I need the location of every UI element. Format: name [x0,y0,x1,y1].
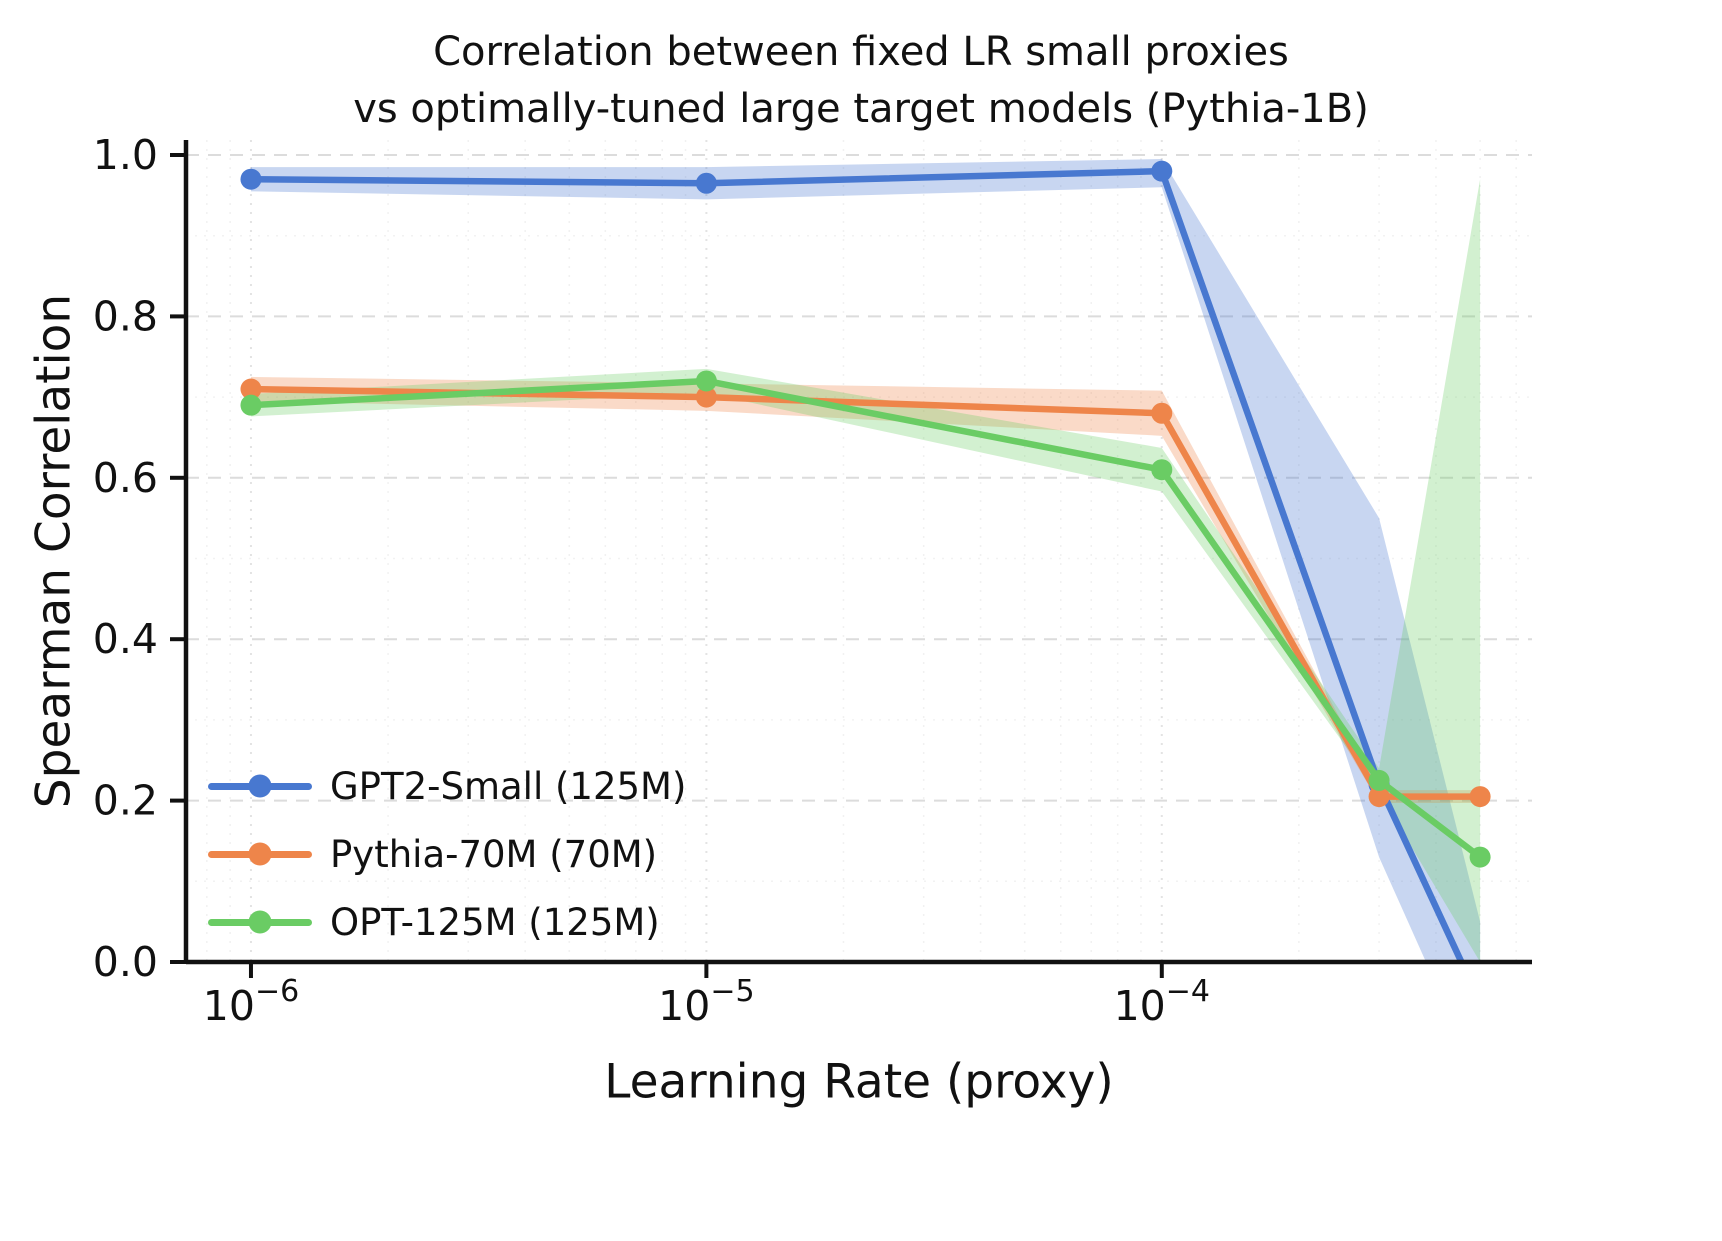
series-marker-pythia-70m-70m [1151,402,1173,424]
chart-title-line-1: Correlation between fixed LR small proxi… [433,29,1289,75]
x-axis-label: Learning Rate (proxy) [604,1054,1114,1110]
series-marker-opt-125m-125m [1368,769,1390,791]
series-marker-opt-125m-125m [1151,459,1173,481]
chart-title: Correlation between fixed LR small proxi… [0,24,1722,138]
grid [186,140,1532,962]
x-tick-label: 10−6 [203,974,299,1030]
series-marker-opt-125m-125m [1469,846,1491,868]
series-marker-opt-125m-125m [240,394,262,416]
legend-dot-icon [248,774,272,798]
y-tick-label: 0.6 [93,454,158,502]
series-marker-pythia-70m-70m [240,378,262,400]
legend-dot-icon [248,842,272,866]
series-marker-gpt2-small-125m [695,172,717,194]
legend-line-marker-icon [208,910,312,934]
y-tick-label: 0.4 [93,615,158,663]
y-tick-label: 1.0 [93,131,158,179]
plot-area [240,159,1491,1013]
series-marker-gpt2-small-125m [240,168,262,190]
series-marker-opt-125m-125m [695,370,717,392]
legend-label: OPT-125M (125M) [330,900,660,944]
chart-title-line-2: vs optimally-tuned large target models (… [353,85,1369,132]
y-tick-label: 0.8 [93,292,158,340]
legend-item-gpt2-small: GPT2-Small (125M) [208,752,686,820]
x-tick-label: 10−4 [1114,974,1210,1030]
series-marker-pythia-70m-70m [1368,786,1390,808]
series-marker-pythia-70m-70m [1469,786,1491,808]
axis-ticks: 10−6 10−5 10−4 0.0 0.2 0.4 0.6 0.8 1.0 [93,131,1210,1030]
legend-line-marker-icon [208,842,312,866]
y-axis-label: Spearman Correlation [26,293,82,809]
legend-item-opt-125m: OPT-125M (125M) [208,888,686,956]
legend-dot-icon [248,910,272,934]
legend-label: GPT2-Small (125M) [330,764,687,808]
legend-line-marker-icon [208,774,312,798]
legend-label: Pythia-70M (70M) [330,832,658,876]
series-marker-pythia-70m-70m [695,386,717,408]
legend-item-pythia-70m: Pythia-70M (70M) [208,820,686,888]
legend: GPT2-Small (125M) Pythia-70M (70M) OPT-1… [208,752,686,956]
x-tick-label: 10−5 [658,974,754,1030]
y-tick-label: 0.2 [93,777,158,825]
series-marker-gpt2-small-125m [1151,160,1173,182]
axes-spines [183,140,1532,965]
y-tick-label: 0.0 [93,938,158,986]
series-marker-gpt2-small-125m [1470,992,1491,1013]
